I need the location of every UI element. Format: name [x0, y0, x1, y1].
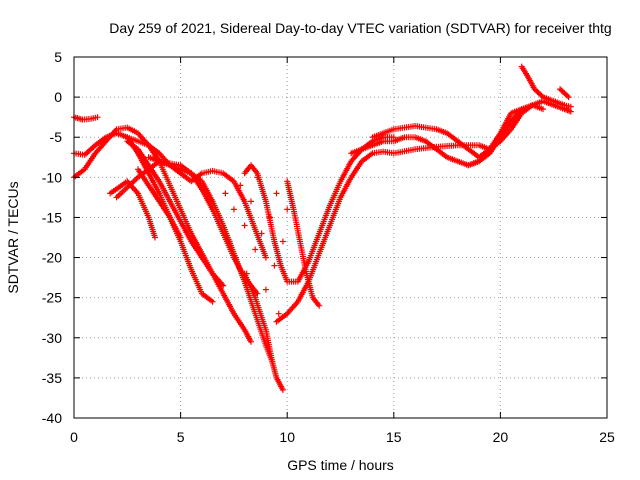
series-markers: [518, 63, 574, 110]
series-markers: [135, 166, 184, 241]
y-axis-label: SDTVAR / TECUs: [5, 181, 21, 293]
series-markers: [273, 142, 493, 325]
y-tick-label: 5: [54, 49, 62, 65]
series-arc-1: [71, 114, 101, 123]
y-tick-label: -15: [42, 209, 62, 225]
series-layer: [71, 63, 574, 393]
y-tick-label: -20: [42, 250, 62, 266]
series-markers: [241, 270, 286, 393]
y-tick-label: -5: [50, 129, 63, 145]
series-arc-18: [557, 86, 572, 101]
y-tick-label: -30: [42, 330, 62, 346]
y-tick-label: 0: [54, 89, 62, 105]
series-markers: [557, 86, 572, 101]
y-tick-label: -35: [42, 370, 62, 386]
series-markers: [465, 102, 546, 169]
y-tick-label: -40: [42, 410, 62, 426]
x-axis-label: GPS time / hours: [287, 457, 394, 473]
chart-title: Day 259 of 2021, Sidereal Day-to-day VTE…: [109, 20, 611, 36]
x-tick-label: 20: [493, 429, 509, 445]
x-tick-label: 0: [70, 429, 78, 445]
series-markers: [124, 138, 227, 289]
series-markers: [145, 154, 269, 261]
x-tick-label: 25: [599, 429, 615, 445]
series-arc-8: [135, 166, 184, 241]
grid-layer: [74, 57, 607, 418]
series-arc-16: [465, 102, 546, 169]
tick-layer: 0 5 10 15 20 25 -40 -35 -30 -25 -20 -15 -10 -5 0 5: [42, 49, 615, 445]
y-tick-label: -25: [42, 290, 62, 306]
series-arc-9: [145, 154, 269, 261]
series-arc-6: [124, 138, 227, 289]
x-tick-label: 10: [279, 429, 295, 445]
series-arc-13: [284, 178, 323, 309]
x-tick-label: 15: [386, 429, 402, 445]
series-arc-17: [518, 63, 574, 110]
series-arc-10: [241, 270, 286, 393]
series-arc-12: [273, 142, 493, 325]
series-markers: [284, 178, 323, 309]
y-tick-label: -10: [42, 169, 62, 185]
plot-frame: [73, 56, 608, 419]
x-tick-label: 5: [177, 429, 185, 445]
